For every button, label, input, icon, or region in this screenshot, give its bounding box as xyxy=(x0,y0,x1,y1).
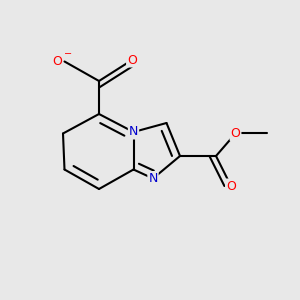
Text: N: N xyxy=(148,172,158,185)
Text: N: N xyxy=(129,125,138,139)
Text: −: − xyxy=(64,49,72,59)
Text: O: O xyxy=(231,127,240,140)
Text: O: O xyxy=(226,179,236,193)
Text: O: O xyxy=(127,53,137,67)
Text: O: O xyxy=(52,55,62,68)
